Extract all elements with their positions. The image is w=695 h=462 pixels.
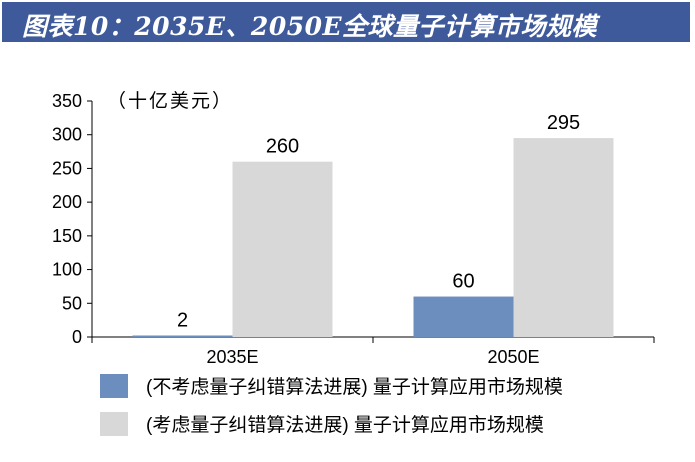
bar-series-1: [413, 296, 514, 337]
y-tick-label: 50: [62, 293, 82, 313]
x-category-label: 2050E: [487, 347, 539, 367]
title-bar: 图表10：2035E、2050E全球量子计算市场规模: [2, 2, 690, 42]
legend-swatch-series-1: [100, 373, 128, 398]
y-tick-label: 350: [52, 91, 82, 111]
chart-title: 图表10：2035E、2050E全球量子计算市场规模: [22, 12, 598, 41]
y-tick-label: 200: [52, 192, 82, 212]
data-label: 260: [266, 136, 299, 158]
y-tick-label: 150: [52, 226, 82, 246]
bar-series-2: [513, 138, 614, 337]
legend-swatch-series-2: [100, 411, 128, 436]
legend-label-series-1: (不考虑量子纠错算法进展) 量子计算应用市场规模: [146, 377, 563, 398]
data-label: 295: [547, 112, 580, 134]
data-label: 60: [452, 271, 474, 293]
data-label: 2: [177, 310, 188, 332]
bar-series-1: [132, 335, 233, 337]
bar-series-2: [232, 161, 333, 337]
y-tick-label: 250: [52, 158, 82, 178]
y-unit-label: （十亿美元）: [107, 90, 233, 112]
legend-label-series-2: (考虑量子纠错算法进展) 量子计算应用市场规模: [146, 415, 544, 436]
y-tick-label: 300: [52, 125, 82, 145]
legend-item-series-1: (不考虑量子纠错算法进展) 量子计算应用市场规模: [100, 372, 563, 399]
legend-item-series-2: (考虑量子纠错算法进展) 量子计算应用市场规模: [100, 410, 544, 437]
x-category-label: 2035E: [206, 347, 258, 367]
y-tick-label: 100: [52, 260, 82, 280]
y-tick-label: 0: [72, 327, 82, 347]
